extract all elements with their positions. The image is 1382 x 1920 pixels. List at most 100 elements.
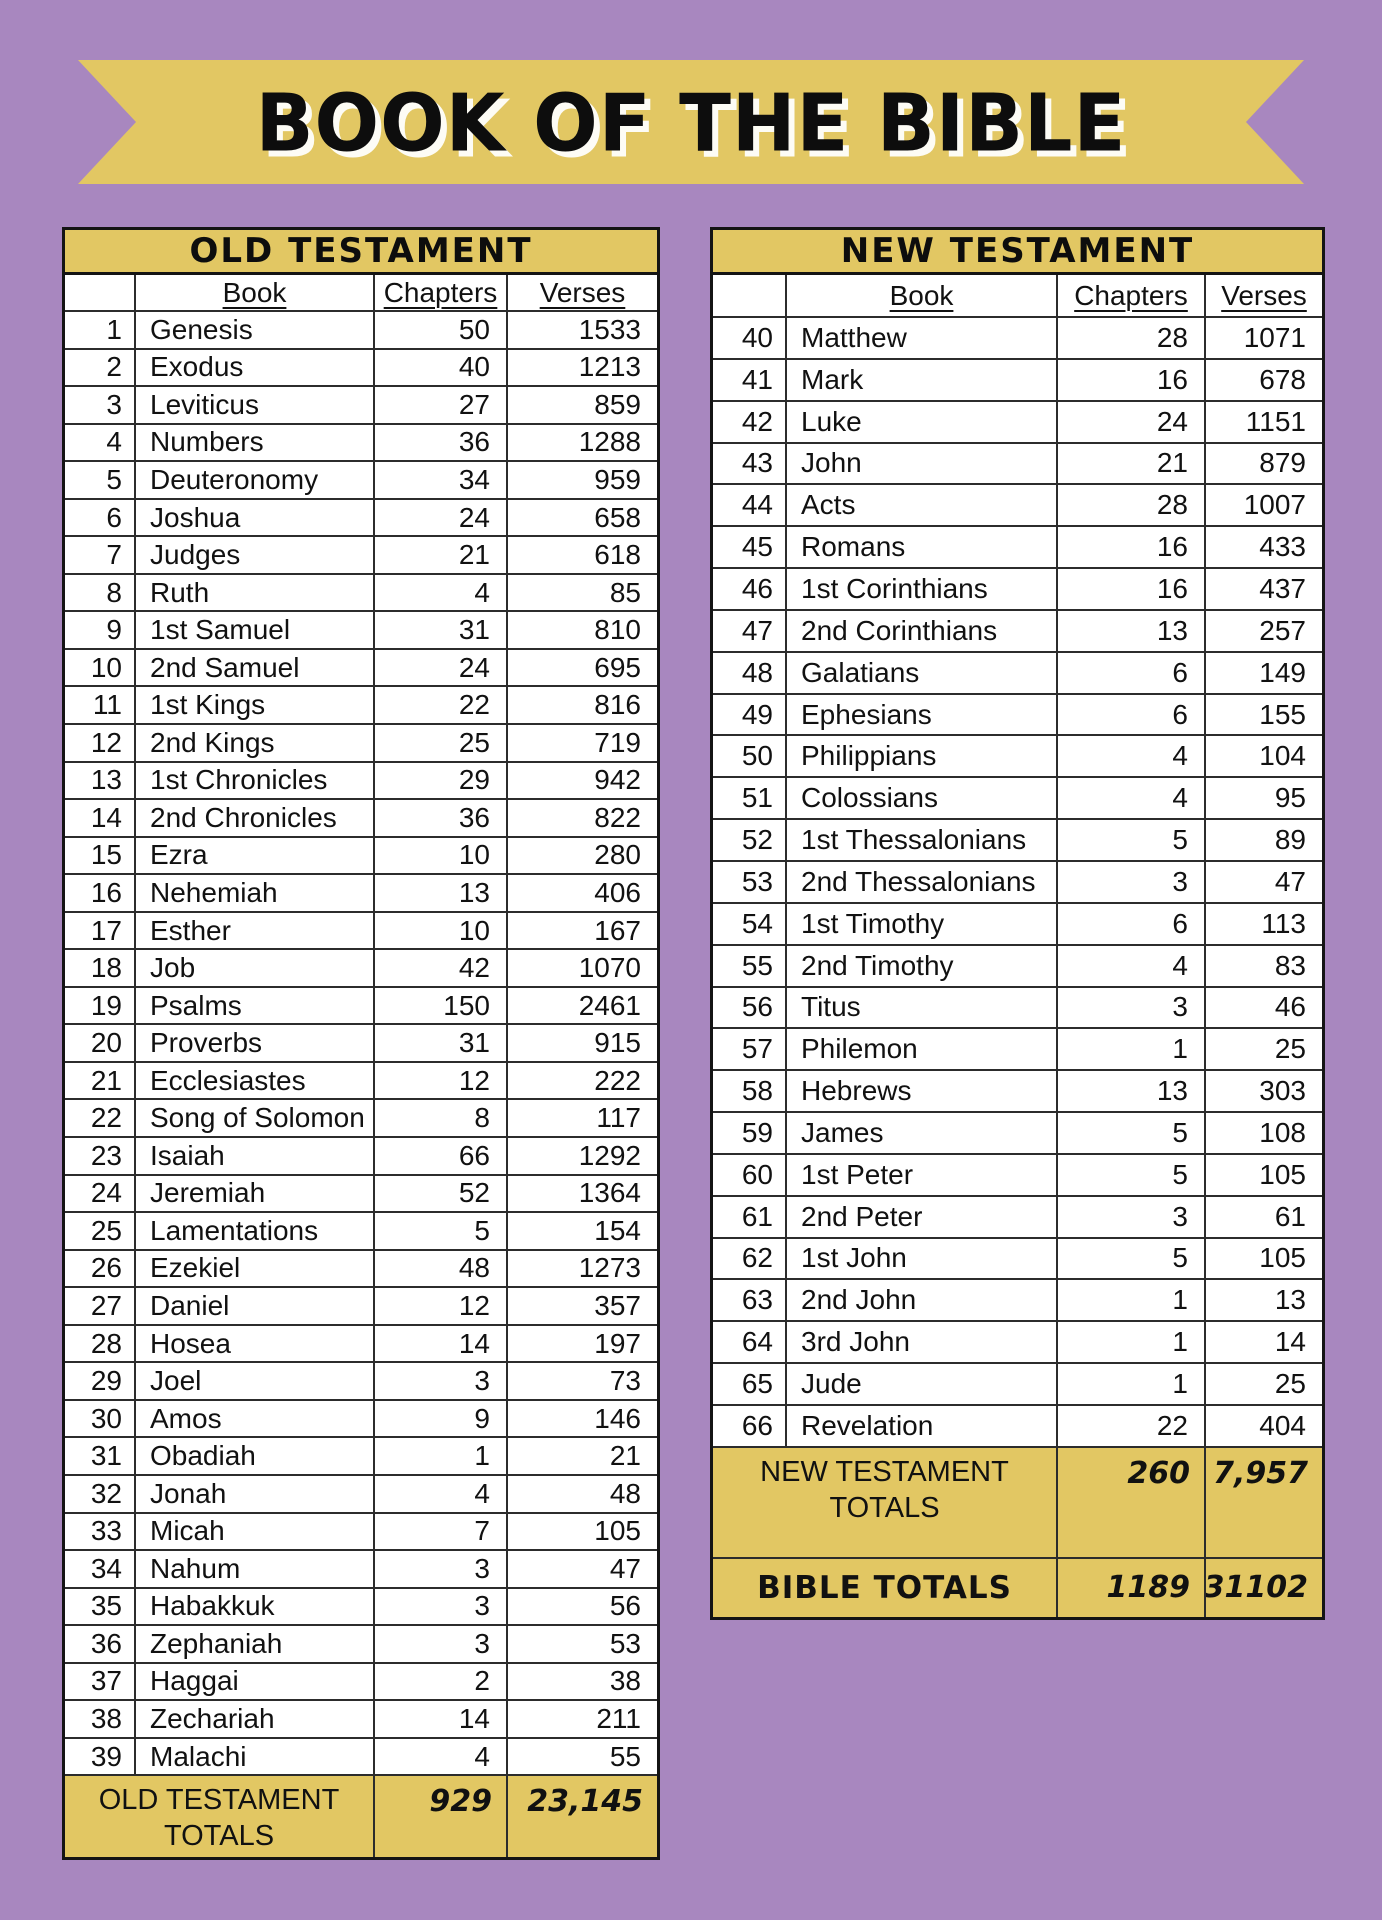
chapters-value: 36	[375, 800, 508, 838]
row-number: 53	[713, 861, 787, 904]
row-number: 8	[65, 574, 136, 613]
chapters-value: 6	[1058, 694, 1206, 737]
title-banner: BOOK OF THE BIBLE	[78, 60, 1304, 184]
chapters-value: 16	[1058, 527, 1206, 570]
row-number: 13	[65, 762, 136, 801]
table-row: 34 Nahum 3 47	[65, 1551, 657, 1589]
row-number: 39	[65, 1738, 136, 1777]
chapters-value: 4	[375, 1738, 508, 1777]
new-testament-rows: 40 Matthew 28 1071 41 Mark 16 678 42 Luke 24 1151 43…	[713, 318, 1322, 1448]
chapters-value: 4	[1058, 736, 1206, 779]
row-number: 56	[713, 987, 787, 1030]
verses-value: 822	[508, 800, 657, 838]
new-testament-header: NEW TESTAMENT	[713, 230, 1322, 275]
table-row: 14 2nd Chronicles 36 822	[65, 800, 657, 838]
old-testament-table: OLD TESTAMENT Book Chapters Verses 1 Gene…	[62, 227, 660, 1861]
book-name: Mark	[787, 359, 1058, 402]
table-row: 15 Ezra 10 280	[65, 837, 657, 876]
verses-value: 211	[508, 1701, 657, 1739]
chapters-value: 34	[375, 462, 508, 500]
old-testament-header: OLD TESTAMENT	[65, 230, 657, 275]
verses-value: 942	[508, 763, 657, 801]
book-name: Revelation	[787, 1405, 1058, 1448]
table-row: 35 Habakkuk 3 56	[65, 1588, 657, 1627]
row-number: 34	[65, 1551, 136, 1589]
column-header-book: Book	[136, 275, 375, 312]
chapters-value: 4	[375, 1475, 508, 1514]
chapters-value: 6	[1058, 903, 1206, 946]
chapters-value: 28	[1058, 485, 1206, 528]
row-number: 63	[713, 1280, 787, 1323]
book-name: Hosea	[136, 1325, 375, 1364]
chapters-value: 21	[1058, 443, 1206, 486]
verses-value: 915	[508, 1025, 657, 1063]
row-number: 10	[65, 649, 136, 688]
verses-value: 146	[508, 1401, 657, 1439]
table-row: 45 Romans 16 433	[713, 527, 1322, 570]
chapters-value: 10	[375, 912, 508, 951]
chapters-value: 40	[375, 349, 508, 388]
table-row: 26 Ezekiel 48 1273	[65, 1250, 657, 1289]
verses-value: 47	[1206, 862, 1322, 904]
book-name: Nehemiah	[136, 875, 375, 913]
table-row: 11 1st Kings 22 816	[65, 687, 657, 726]
verses-value: 13	[1206, 1280, 1322, 1323]
book-name: 1st Corinthians	[787, 569, 1058, 611]
table-row: 58 Hebrews 13 303	[713, 1071, 1322, 1114]
verses-value: 61	[1206, 1197, 1322, 1239]
table-row: 5 Deuteronomy 34 959	[65, 462, 657, 500]
book-name: 1st Chronicles	[136, 762, 375, 801]
book-name: 2nd Timothy	[787, 945, 1058, 988]
row-number: 40	[713, 318, 787, 360]
book-name: Esther	[136, 912, 375, 951]
book-name: 2nd Peter	[787, 1196, 1058, 1239]
chapters-value: 13	[375, 875, 508, 913]
chapters-value: 42	[375, 950, 508, 988]
book-name: Ezra	[136, 837, 375, 876]
verses-value: 21	[508, 1438, 657, 1476]
old-testament-column-header-row: Book Chapters Verses	[65, 275, 657, 312]
book-name: Jeremiah	[136, 1175, 375, 1214]
table-row: 27 Daniel 12 357	[65, 1288, 657, 1326]
new-testament-table: NEW TESTAMENT Book Chapters Verses 40 Mat…	[710, 227, 1325, 1620]
verses-value: 53	[508, 1626, 657, 1664]
table-row: 31 Obadiah 1 21	[65, 1438, 657, 1476]
book-name: Titus	[787, 987, 1058, 1030]
table-row: 20 Proverbs 31 915	[65, 1025, 657, 1063]
table-row: 56 Titus 3 46	[713, 987, 1322, 1030]
chapters-value: 3	[375, 1363, 508, 1401]
table-row: 41 Mark 16 678	[713, 359, 1322, 402]
old-testament-totals-row: OLD TESTAMENT TOTALS 929 23,145	[65, 1776, 657, 1858]
chapters-value: 22	[1058, 1405, 1206, 1448]
table-row: 21 Ecclesiastes 12 222	[65, 1062, 657, 1101]
column-header-verses: Verses	[1206, 275, 1322, 318]
new-testament-total-chapters: 260	[1058, 1447, 1206, 1559]
book-name: Malachi	[136, 1738, 375, 1777]
row-number: 52	[713, 820, 787, 862]
chapters-value: 4	[375, 574, 508, 613]
chapters-value: 12	[375, 1288, 508, 1326]
row-number: 55	[713, 945, 787, 988]
chapters-value: 3	[1058, 1196, 1206, 1239]
chapters-value: 50	[375, 312, 508, 350]
book-name: Nahum	[136, 1551, 375, 1589]
book-name: Haggai	[136, 1663, 375, 1702]
chapters-value: 10	[375, 837, 508, 876]
row-number: 62	[713, 1238, 787, 1281]
old-testament-rows: 1 Genesis 50 1533 2 Exodus 40 1213 3 Leviticus 27 8…	[65, 312, 657, 1777]
book-name: Colossians	[787, 778, 1058, 821]
row-number: 19	[65, 987, 136, 1026]
book-name: Ruth	[136, 574, 375, 613]
book-name: John	[787, 443, 1058, 486]
book-name: Numbers	[136, 424, 375, 463]
table-row: 12 2nd Kings 25 719	[65, 725, 657, 763]
table-row: 43 John 21 879	[713, 443, 1322, 486]
book-name: Zephaniah	[136, 1626, 375, 1664]
chapters-value: 4	[1058, 778, 1206, 821]
chapters-value: 5	[1058, 1113, 1206, 1155]
verses-value: 38	[508, 1664, 657, 1702]
verses-value: 404	[1206, 1406, 1322, 1448]
verses-value: 437	[1206, 569, 1322, 611]
table-row: 19 Psalms 150 2461	[65, 987, 657, 1026]
